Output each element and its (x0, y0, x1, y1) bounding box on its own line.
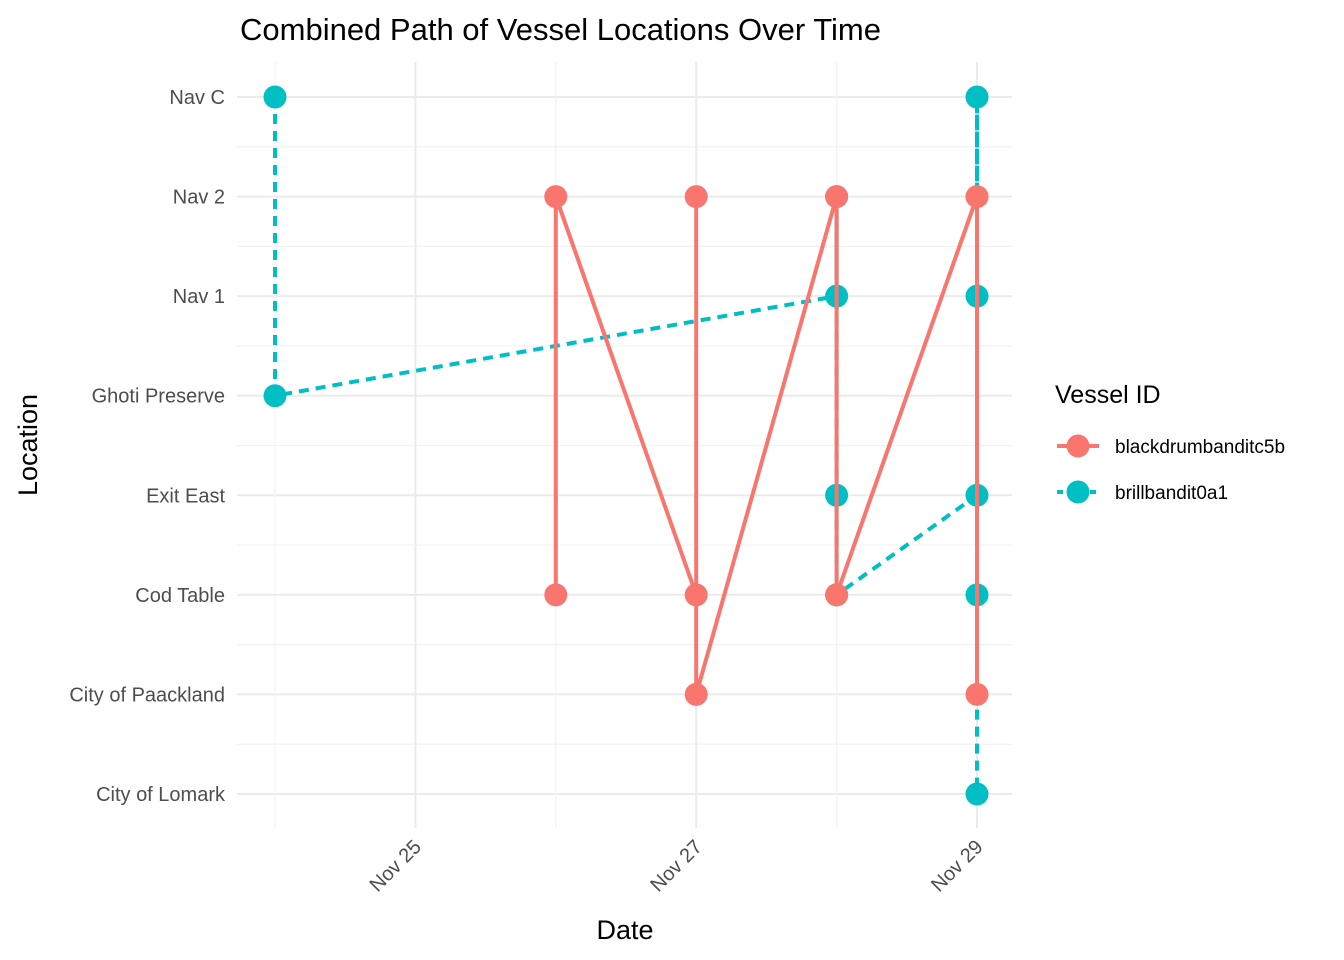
data-point (825, 185, 849, 209)
legend-item: blackdrumbanditc5b (1057, 434, 1285, 458)
x-axis-title: Date (596, 915, 653, 945)
data-point (965, 185, 989, 209)
grid (237, 62, 1012, 828)
y-tick-label: City of Lomark (96, 784, 226, 806)
chart-title: Combined Path of Vessel Locations Over T… (240, 12, 881, 47)
x-tick-label: Nov 29 (927, 836, 987, 896)
y-tick-label: Cod Table (135, 585, 225, 607)
legend-label: blackdrumbanditc5b (1115, 437, 1285, 458)
data-point (965, 682, 989, 706)
x-tick-label: Nov 27 (646, 836, 706, 896)
legend-key-point (1066, 434, 1090, 458)
data-point (684, 185, 708, 209)
y-tick-label: Nav C (169, 87, 225, 109)
data-point (965, 782, 989, 806)
data-point (263, 85, 287, 109)
legend: Vessel ID blackdrumbanditc5b brillbandit0… (1055, 381, 1285, 504)
y-tick-label: Nav 2 (173, 187, 225, 209)
data-point (965, 85, 989, 109)
legend-item: brillbandit0a1 (1057, 480, 1228, 504)
legend-key-point (1066, 480, 1090, 504)
series (263, 85, 989, 806)
data-point (825, 583, 849, 607)
y-tick-label: Nav 1 (173, 286, 225, 308)
data-point (684, 583, 708, 607)
y-axis-title: Location (13, 394, 43, 496)
y-tick-label: Exit East (146, 485, 225, 507)
data-point (544, 185, 568, 209)
y-tick-labels: City of Lomark City of Paackland Cod Table… (69, 87, 226, 806)
y-tick-label: Ghoti Preserve (92, 386, 225, 408)
legend-label: brillbandit0a1 (1115, 483, 1228, 504)
legend-title: Vessel ID (1055, 381, 1161, 409)
y-tick-label: City of Paackland (69, 684, 225, 706)
x-tick-labels: Nov 25 Nov 27 Nov 29 (366, 836, 988, 896)
data-point (544, 583, 568, 607)
x-tick-label: Nov 25 (366, 836, 426, 896)
data-point (263, 384, 287, 408)
series-blackdrumbanditc5b (544, 185, 989, 706)
data-point (684, 682, 708, 706)
